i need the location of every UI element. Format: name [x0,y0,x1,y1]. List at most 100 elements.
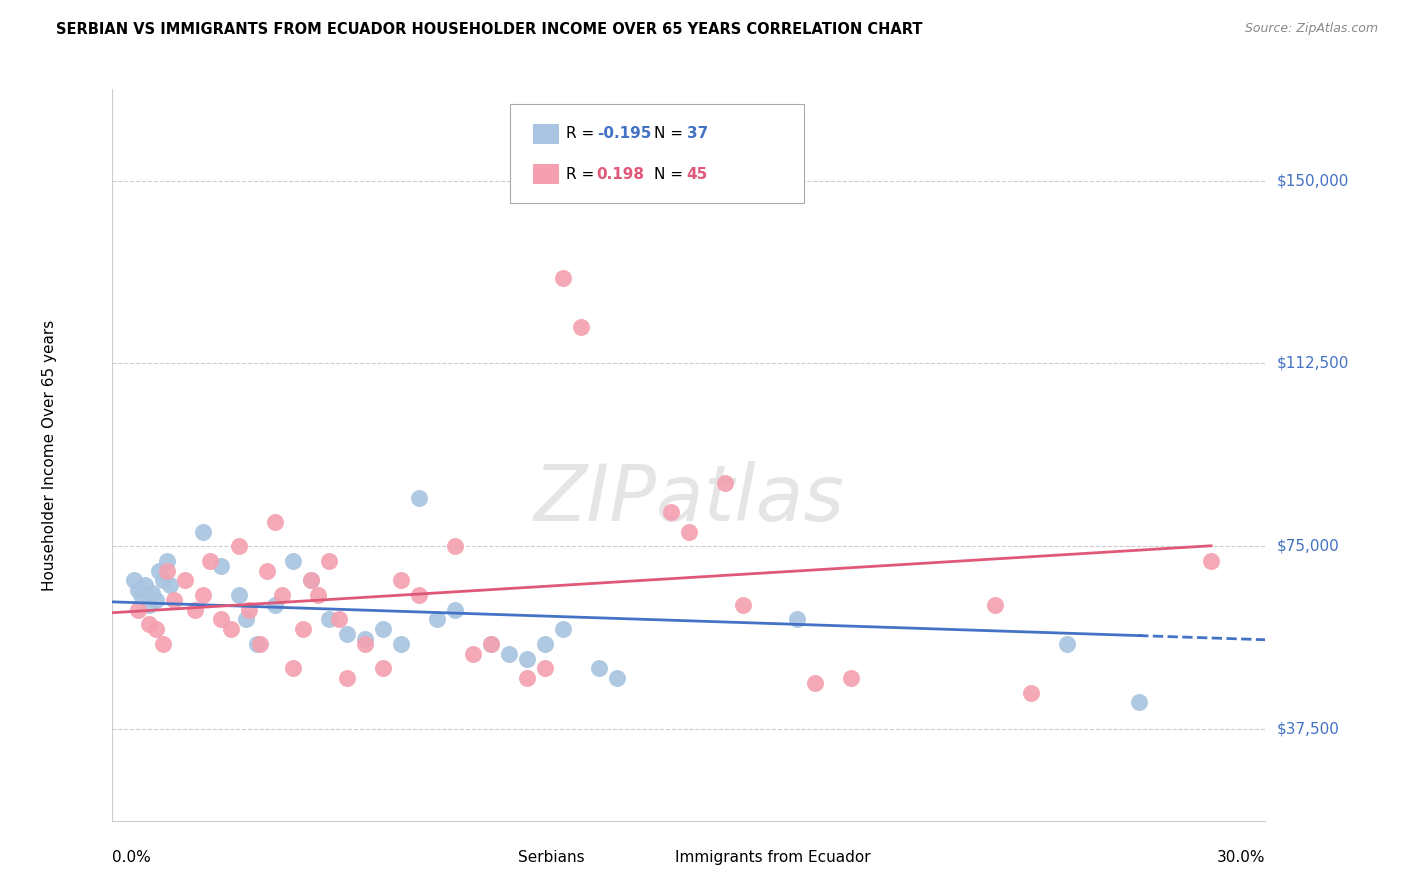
Point [371,622,394,636]
Point [299,574,322,588]
Point [336,627,359,641]
Point [127,583,149,598]
Point [389,574,412,588]
Point [714,475,737,490]
Point [249,637,271,651]
Point [461,647,484,661]
Text: Serbians: Serbians [519,850,585,864]
Text: $37,500: $37,500 [1277,722,1340,737]
Point [606,671,628,685]
Point [839,671,862,685]
Point [408,588,430,602]
Point [152,574,174,588]
Point [443,603,465,617]
Point [1019,686,1042,700]
Point [209,613,232,627]
Point [148,564,170,578]
Point [141,585,163,599]
Point [127,603,149,617]
Text: $150,000: $150,000 [1277,173,1350,188]
Bar [643,847,668,868]
Point [145,622,167,636]
Point [198,554,221,568]
Bar [486,847,513,868]
Point [281,661,304,675]
Point [155,564,177,578]
Bar [533,124,558,144]
Point [328,613,350,627]
Point [163,593,186,607]
Point [173,574,195,588]
Point [138,598,160,612]
Point [122,574,145,588]
Point [281,554,304,568]
Point [228,539,250,553]
Text: 30.0%: 30.0% [1218,850,1265,865]
Point [318,613,340,627]
Text: R =: R = [565,167,603,182]
Bar [533,164,558,185]
Point [256,564,278,578]
Point [551,622,574,636]
Point [516,651,538,665]
Point [533,637,555,651]
Point [498,647,520,661]
Point [159,578,181,592]
Text: Immigrants from Ecuador: Immigrants from Ecuador [675,850,870,864]
Point [389,637,412,651]
Point [1128,695,1150,709]
Point [786,613,808,627]
Point [588,661,610,675]
Text: N =: N = [654,167,688,182]
Point [228,588,250,602]
Point [134,578,156,592]
Text: $112,500: $112,500 [1277,356,1350,371]
Point [479,637,502,651]
Point [569,320,592,334]
Point [129,588,153,602]
Point [263,515,285,529]
Point [1201,554,1223,568]
Text: Source: ZipAtlas.com: Source: ZipAtlas.com [1244,22,1378,36]
Point [804,676,827,690]
Text: ZIPatlas: ZIPatlas [533,461,845,537]
Point [551,271,574,285]
Point [292,622,315,636]
Point [209,558,232,573]
Point [191,524,214,539]
Point [479,637,502,651]
Point [1056,637,1078,651]
Point [408,491,430,505]
Point [516,671,538,685]
Point [145,593,167,607]
FancyBboxPatch shape [510,103,804,202]
Text: 0.0%: 0.0% [112,850,152,865]
Text: SERBIAN VS IMMIGRANTS FROM ECUADOR HOUSEHOLDER INCOME OVER 65 YEARS CORRELATION : SERBIAN VS IMMIGRANTS FROM ECUADOR HOUSE… [56,22,922,37]
Point [152,637,174,651]
Text: R =: R = [565,127,599,141]
Point [191,588,214,602]
Point [678,524,700,539]
Point [443,539,465,553]
Point [336,671,359,685]
Point [353,637,375,651]
Point [659,505,682,519]
Point [299,574,322,588]
Point [371,661,394,675]
Text: 0.198: 0.198 [596,167,645,182]
Text: -0.195: -0.195 [596,127,651,141]
Point [307,588,329,602]
Point [238,603,260,617]
Text: 45: 45 [686,167,707,182]
Point [235,613,257,627]
Text: N =: N = [654,127,688,141]
Point [155,554,177,568]
Point [245,637,267,651]
Text: $75,000: $75,000 [1277,539,1340,554]
Point [138,617,160,632]
Point [184,603,207,617]
Point [270,588,292,602]
Point [263,598,285,612]
Text: Householder Income Over 65 years: Householder Income Over 65 years [42,319,56,591]
Point [731,598,754,612]
